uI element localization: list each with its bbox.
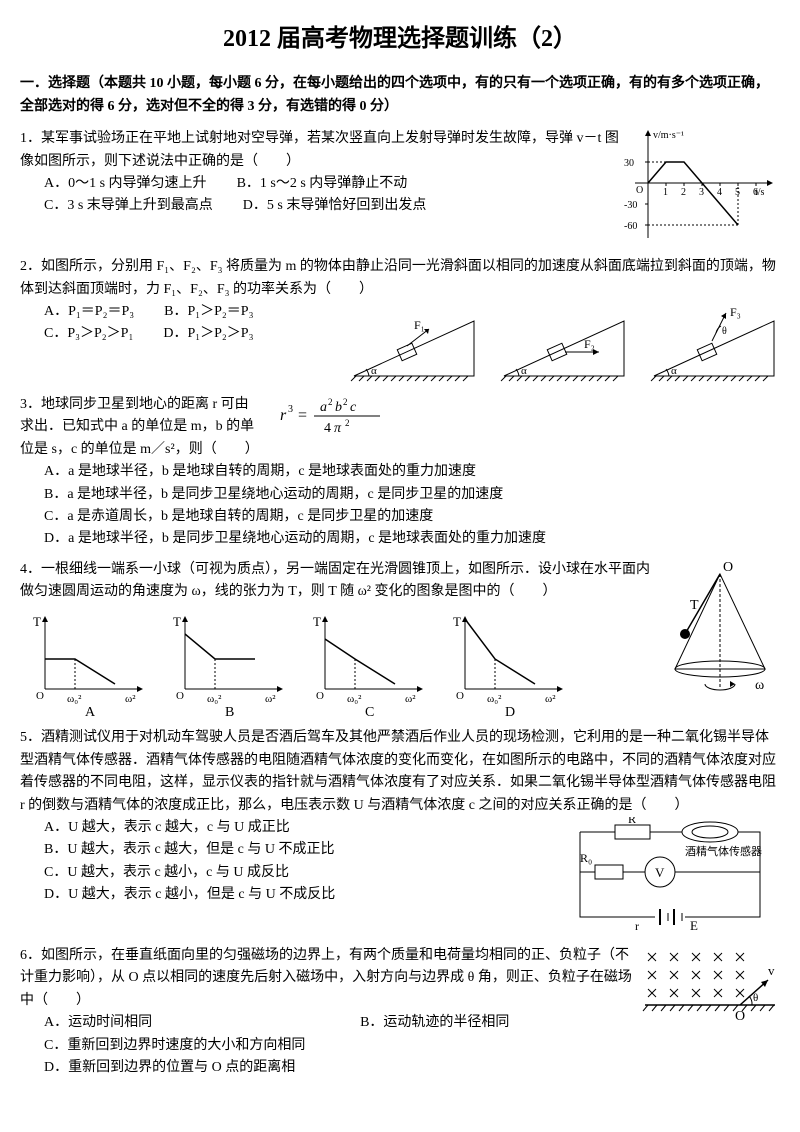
svg-text:B: B [225, 705, 234, 719]
svg-text:T: T [453, 614, 461, 629]
q2-opt-a: A．P₁＝P₂＝P₃ [44, 301, 134, 323]
svg-text:c: c [350, 400, 357, 415]
q6-opt-c: C．重新回到边界时速度的大小和方向相同 [44, 1035, 330, 1057]
q5-opt-a: A．U 越大，表示 c 越大，c 与 U 成正比 [44, 817, 560, 839]
q6-diagram: Ov θ [640, 945, 780, 1035]
svg-text:ω²: ω² [545, 693, 556, 705]
q3-text-a: 3．地球同步卫星到地心的距离 r 可由 [20, 394, 280, 416]
svg-text:D: D [505, 705, 515, 719]
svg-text:b: b [335, 400, 342, 415]
svg-text:O: O [456, 690, 464, 702]
q4-cone: T Oω [660, 559, 780, 699]
question-3: 3．地球同步卫星到地心的距离 r 可由 求出．已知式中 a 的单位是 m，b 的… [20, 394, 780, 551]
svg-text:O: O [316, 690, 324, 702]
q3-text-b: 求出．已知式中 a 的单位是 m，b 的单 [20, 416, 280, 438]
svg-text:C: C [365, 705, 374, 719]
svg-text:-60: -60 [624, 221, 637, 232]
svg-text:F₃: F₃ [730, 305, 741, 319]
svg-text:3: 3 [699, 187, 704, 198]
svg-text:α: α [371, 365, 377, 377]
q2-opt-d: D．P₁＞P₂＞P₃ [163, 323, 253, 345]
svg-text:v: v [768, 963, 775, 978]
q6-opt-a: A．运动时间相同 [44, 1012, 330, 1034]
instructions: 一．选择题（本题共 10 小题，每小题 6 分，在每小题给出的四个选项中，有的只… [20, 73, 780, 118]
svg-text:2: 2 [328, 397, 333, 407]
svg-text:R₀: R₀ [580, 851, 592, 865]
q1-opt-d: D．5 s 末导弹恰好回到出发点 [243, 195, 427, 217]
svg-text:E: E [690, 918, 698, 933]
svg-text:O: O [723, 560, 733, 575]
svg-text:a: a [320, 400, 327, 415]
svg-text:T: T [33, 614, 41, 629]
svg-text:30: 30 [624, 158, 634, 169]
q5-circuit: R 酒精气体传感器 R₀ Vr E [560, 817, 780, 937]
svg-text:O: O [176, 690, 184, 702]
q2-diagram: α F₁ α F₂ α F₃θ [344, 301, 784, 386]
q2-opt-c: C．P₃＞P₂＞P₁ [44, 323, 133, 345]
svg-text:4: 4 [324, 421, 331, 436]
question-2: 2．如图所示，分别用 F₁、F₂、F₃ 将质量为 m 的物体由静止沿同一光滑斜面… [20, 256, 780, 386]
svg-text:1: 1 [663, 187, 668, 198]
q6-opt-b: B．运动轨迹的半径相同 [360, 1012, 509, 1034]
q2-text: 2．如图所示，分别用 F₁、F₂、F₃ 将质量为 m 的物体由静止沿同一光滑斜面… [20, 256, 780, 301]
q6-opt-d: D．重新回到边界的位置与 O 点的距离相 [44, 1057, 295, 1079]
svg-text:O: O [636, 185, 643, 196]
question-1: v/m·s⁻¹t/s-60-3030O123456 1．某军事试验场正在平地上试… [20, 128, 780, 248]
q1-opt-a: A．0～1 s 内导弹匀速上升 [44, 173, 207, 195]
svg-text:ω₀²: ω₀² [67, 693, 82, 705]
svg-text:酒精气体传感器: 酒精气体传感器 [685, 844, 762, 858]
svg-text:ω²: ω² [405, 693, 416, 705]
svg-text:F₁: F₁ [414, 318, 425, 332]
q5-opt-d: D．U 越大，表示 c 越小，但是 c 与 U 不成反比 [44, 884, 560, 906]
q5-opt-b: B．U 越大，表示 c 越大，但是 c 与 U 不成正比 [44, 839, 560, 861]
svg-text:α: α [671, 365, 677, 377]
svg-text:v/m·s⁻¹: v/m·s⁻¹ [653, 130, 684, 141]
page-title: 2012 届高考物理选择题训练（2） [20, 20, 780, 58]
question-6: Ovθ 6．如图所示，在垂直纸面向里的匀强磁场的边界上，有两个质量和电荷量均相同… [20, 945, 780, 1079]
svg-text:2: 2 [345, 418, 350, 428]
svg-text:2: 2 [681, 187, 686, 198]
svg-text:ω₀²: ω₀² [347, 693, 362, 705]
svg-text:α: α [521, 365, 527, 377]
svg-text:6: 6 [753, 187, 758, 198]
svg-text:T: T [173, 614, 181, 629]
svg-text:T: T [313, 614, 321, 629]
q2-opt-b: B．P₁＞P₂＝P₃ [164, 301, 253, 323]
q5-opt-c: C．U 越大，表示 c 越小，c 与 U 成反比 [44, 862, 560, 884]
svg-text:O: O [735, 1009, 745, 1024]
svg-text:T: T [690, 598, 699, 613]
svg-text:=: = [298, 407, 307, 424]
q1-chart: v/m·s⁻¹t/s-60-3030O123456 [620, 128, 780, 248]
q3-opt-a: A．a 是地球半径，b 是地球自转的周期，c 是地球表面处的重力加速度 [44, 461, 780, 483]
svg-text:F₂: F₂ [584, 337, 595, 351]
svg-text:θ: θ [722, 326, 727, 337]
q3-formula: r 3 = a 2 b 2 c 4 π 2 [280, 394, 390, 438]
svg-text:-30: -30 [624, 200, 637, 211]
svg-text:ω²: ω² [265, 693, 276, 705]
q5-text: 5．酒精测试仪用于对机动车驾驶人员是否酒后驾车及其他严禁酒后作业人员的现场检测，… [20, 727, 780, 817]
question-5: 5．酒精测试仪用于对机动车驾驶人员是否酒后驾车及其他严禁酒后作业人员的现场检测，… [20, 727, 780, 937]
q3-opt-b: B．a 是地球半径，b 是同步卫星绕地心运动的周期，c 是同步卫星的加速度 [44, 484, 780, 506]
q3-opt-d: D．a 是地球半径，b 是同步卫星绕地心运动的周期，c 是地球表面处的重力加速度 [44, 528, 780, 550]
svg-text:2: 2 [343, 397, 348, 407]
svg-text:4: 4 [717, 187, 722, 198]
svg-text:ω₀²: ω₀² [207, 693, 222, 705]
q1-opt-b: B．1 s～2 s 内导弹静止不动 [237, 173, 408, 195]
q3-opt-c: C．a 是赤道周长，b 是地球自转的周期，c 是同步卫星的加速度 [44, 506, 780, 528]
svg-text:A: A [85, 705, 96, 719]
q1-opt-c: C．3 s 末导弹上升到最高点 [44, 195, 213, 217]
svg-text:r: r [635, 919, 639, 933]
svg-text:3: 3 [288, 404, 293, 415]
svg-text:R: R [628, 817, 636, 826]
svg-text:θ: θ [753, 992, 758, 1004]
svg-text:ω₀²: ω₀² [487, 693, 502, 705]
q3-text-c: 位是 s，c 的单位是 m／s²，则（ ） [20, 439, 780, 461]
svg-text:r: r [280, 407, 287, 424]
svg-text:ω²: ω² [125, 693, 136, 705]
svg-text:ω: ω [755, 678, 764, 693]
svg-text:V: V [655, 865, 665, 880]
svg-text:O: O [36, 690, 44, 702]
question-4: TOω 4．一根细线一端系一小球（可视为质点），另一端固定在光滑圆锥顶上，如图所… [20, 559, 780, 720]
svg-text:π: π [334, 421, 342, 436]
